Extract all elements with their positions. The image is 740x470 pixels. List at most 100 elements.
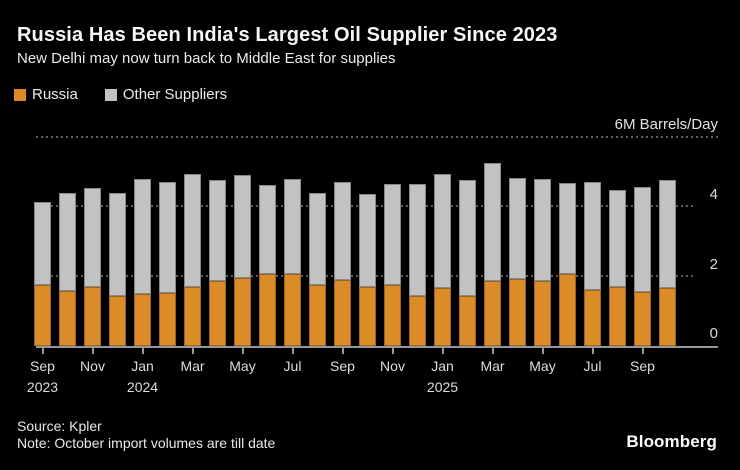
bar-other-mar-2025 (484, 163, 501, 281)
bar-other-nov-2024 (384, 184, 401, 285)
bar-other-nov-2023 (84, 188, 101, 287)
bar-russia-jul-2025 (584, 290, 601, 346)
x-axis-tick-Jul (591, 348, 594, 354)
bar-other-aug-2024 (309, 193, 326, 285)
x-axis-month-label: Jul (283, 358, 302, 374)
bar-russia-apr-2025 (509, 279, 526, 346)
legend-label-russia: Russia (32, 86, 78, 103)
x-axis-month-label: May (229, 358, 256, 374)
x-axis-year-label: 2023 (26, 379, 59, 395)
bar-russia-feb-2025 (459, 296, 476, 346)
bar-other-jul-2024 (284, 179, 301, 274)
bar-other-aug-2025 (609, 190, 626, 287)
legend-item-other-suppliers: Other Suppliers (104, 86, 228, 103)
bar-other-may-2024 (234, 175, 251, 278)
legend-label-other-suppliers: Other Suppliers (122, 86, 228, 103)
x-axis-month-label: Nov (80, 358, 105, 374)
x-axis-tick-May (541, 348, 544, 354)
bar-other-sep-2024 (334, 182, 351, 280)
x-axis-tick-Sep2023 (41, 348, 44, 354)
bar-other-dec-2024 (409, 184, 426, 296)
bar-other-sep-2023 (34, 202, 51, 285)
x-axis-month-label: Jan (431, 358, 454, 374)
gridline-6 (36, 135, 718, 138)
bar-other-apr-2025 (509, 178, 526, 279)
bar-russia-dec-2024 (409, 296, 426, 346)
source-text: Source: Kpler (17, 418, 102, 434)
chart-title: Russia Has Been India's Largest Oil Supp… (17, 24, 558, 46)
x-axis-year-label: 2025 (426, 379, 459, 395)
bar-russia-nov-2023 (84, 287, 101, 346)
bar-other-jul-2025 (584, 182, 601, 290)
bar-russia-nov-2024 (384, 285, 401, 346)
x-axis-month-label: Jan (131, 358, 154, 374)
x-axis-month-label: Jul (583, 358, 602, 374)
bar-other-oct-2024 (359, 194, 376, 287)
x-axis-month-label: Nov (380, 358, 405, 374)
x-axis-tick-Sep (341, 348, 344, 354)
bar-other-jun-2024 (259, 185, 276, 274)
x-axis-tick-Jan2025 (441, 348, 444, 354)
bar-other-jan-2024 (134, 179, 151, 294)
bar-other-jun-2025 (559, 183, 576, 274)
x-axis-line (36, 346, 718, 348)
y-axis-label-4: 4 (709, 186, 718, 203)
bar-russia-may-2024 (234, 278, 251, 346)
x-axis-month-label: Sep (330, 358, 355, 374)
y-axis-label-2: 2 (709, 255, 718, 273)
note-text: Note: October import volumes are till da… (17, 435, 276, 451)
bar-russia-jan-2025 (434, 288, 451, 346)
x-axis-tick-Sep (641, 348, 644, 354)
bar-russia-dec-2023 (109, 296, 126, 346)
bar-other-dec-2023 (109, 193, 126, 296)
bar-russia-aug-2025 (609, 287, 626, 346)
x-axis-tick-Nov (91, 348, 94, 354)
bar-other-feb-2024 (159, 182, 176, 293)
x-axis-tick-Mar (491, 348, 494, 354)
bar-russia-feb-2024 (159, 293, 176, 346)
other-suppliers-swatch-icon (104, 88, 117, 101)
bar-russia-oct-2023 (59, 291, 76, 346)
bar-other-sep-2025 (634, 187, 651, 292)
x-axis-tick-Nov (391, 348, 394, 354)
bar-russia-jun-2024 (259, 274, 276, 346)
bar-russia-sep-2024 (334, 280, 351, 346)
x-axis-tick-Jul (291, 348, 294, 354)
x-axis-month-label: Mar (480, 358, 505, 374)
bar-other-oct-2025 (659, 180, 676, 288)
bar-other-mar-2024 (184, 174, 201, 287)
bar-russia-apr-2024 (209, 281, 226, 346)
x-axis-month-label: Sep (30, 358, 55, 374)
bar-russia-sep-2025 (634, 292, 651, 346)
bar-russia-mar-2025 (484, 281, 501, 346)
x-axis-tick-Jan2024 (141, 348, 144, 354)
bar-other-may-2025 (534, 179, 551, 281)
x-axis-year-label: 2024 (126, 379, 159, 395)
x-axis-month-label: May (529, 358, 556, 374)
russia-swatch-icon (14, 88, 26, 101)
x-axis-tick-May (241, 348, 244, 354)
bar-russia-sep-2023 (34, 285, 51, 346)
bar-other-apr-2024 (209, 180, 226, 281)
x-axis-month-label: Mar (180, 358, 205, 374)
bar-other-oct-2023 (59, 193, 76, 291)
bar-russia-may-2025 (534, 281, 551, 346)
x-axis-tick-Mar (191, 348, 194, 354)
bar-other-jan-2025 (434, 174, 451, 288)
x-axis-month-label: Sep (630, 358, 655, 374)
chart-subtitle: New Delhi may now turn back to Middle Ea… (17, 50, 396, 67)
y-axis-label-0: 0 (709, 325, 718, 342)
bar-russia-jun-2025 (559, 274, 576, 346)
bar-russia-jul-2024 (284, 274, 301, 346)
bloomberg-logo: Bloomberg (626, 432, 717, 451)
y-axis-unit-label: 6M Barrels/Day (614, 116, 718, 133)
bar-russia-mar-2024 (184, 287, 201, 346)
legend-item-russia: Russia (14, 86, 78, 103)
legend: Russia Other Suppliers (14, 86, 227, 103)
bar-russia-oct-2024 (359, 287, 376, 346)
bar-russia-aug-2024 (309, 285, 326, 346)
bar-russia-jan-2024 (134, 294, 151, 346)
bar-other-feb-2025 (459, 180, 476, 296)
